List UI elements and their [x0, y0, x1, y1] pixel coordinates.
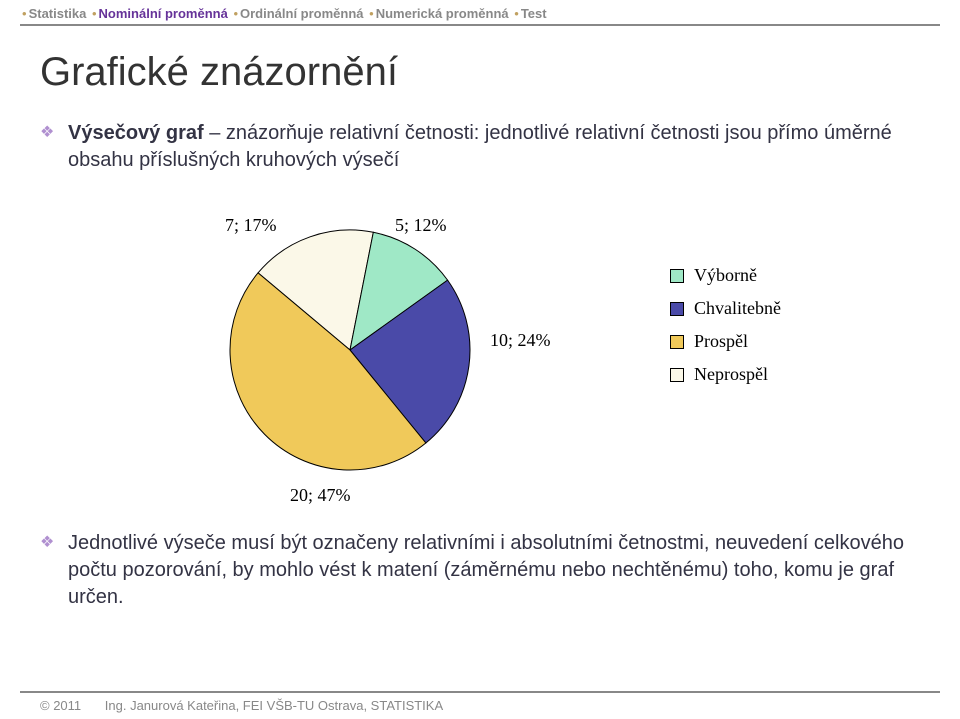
pie-slice-label: 10; 24% [490, 330, 551, 351]
bullet-bold: Výsečový graf [68, 122, 204, 144]
legend-row: Výborně [670, 265, 840, 286]
breadcrumb-bullet: • [92, 6, 97, 21]
breadcrumb: •Statistika •Nominální proměnná •Ordinál… [20, 6, 940, 26]
pie-svg [220, 220, 480, 480]
content-upper: Výsečový graf – znázorňuje relativní čet… [40, 120, 920, 184]
bullet-item: Výsečový graf – znázorňuje relativní čet… [40, 120, 920, 174]
pie-slice-label: 20; 47% [290, 485, 351, 506]
bullet-text: Jednotlivé výseče musí být označeny rela… [68, 532, 904, 608]
footer-year: © 2011 [40, 698, 81, 713]
breadcrumb-item: Nominální proměnná [99, 6, 232, 21]
legend-swatch [670, 269, 684, 283]
breadcrumb-item: Statistika [29, 6, 90, 21]
breadcrumb-bullet: • [514, 6, 519, 21]
legend-swatch [670, 368, 684, 382]
legend-swatch [670, 302, 684, 316]
footer: © 2011 Ing. Janurová Kateřina, FEI VŠB-T… [40, 698, 443, 713]
legend-label: Chvalitebně [694, 298, 781, 319]
breadcrumb-bullet: • [369, 6, 374, 21]
legend-swatch [670, 335, 684, 349]
breadcrumb-bullet: • [22, 6, 27, 21]
legend-label: Výborně [694, 265, 757, 286]
pie-slice-label: 7; 17% [225, 215, 277, 236]
breadcrumb-item: Numerická proměnná [376, 6, 513, 21]
footer-rule [20, 691, 940, 693]
legend-label: Neprospěl [694, 364, 768, 385]
content-lower: Jednotlivé výseče musí být označeny rela… [40, 530, 920, 621]
legend-row: Chvalitebně [670, 298, 840, 319]
bullet-item: Jednotlivé výseče musí být označeny rela… [40, 530, 920, 611]
chart-legend: Výborně Chvalitebně Prospěl Neprospěl [670, 265, 840, 397]
breadcrumb-item: Ordinální proměnná [240, 6, 367, 21]
legend-row: Neprospěl [670, 364, 840, 385]
legend-label: Prospěl [694, 331, 748, 352]
page-title: Grafické znázornění [40, 50, 398, 95]
pie-wrap [220, 220, 480, 480]
breadcrumb-bullet: • [233, 6, 238, 21]
legend-row: Prospěl [670, 331, 840, 352]
pie-chart: 5; 12% 10; 24% 20; 47% 7; 17% Výborně Chvali… [140, 210, 840, 510]
footer-author: Ing. Janurová Kateřina, FEI VŠB-TU Ostra… [105, 698, 443, 713]
breadcrumb-item: Test [521, 6, 547, 21]
pie-slice-label: 5; 12% [395, 215, 447, 236]
